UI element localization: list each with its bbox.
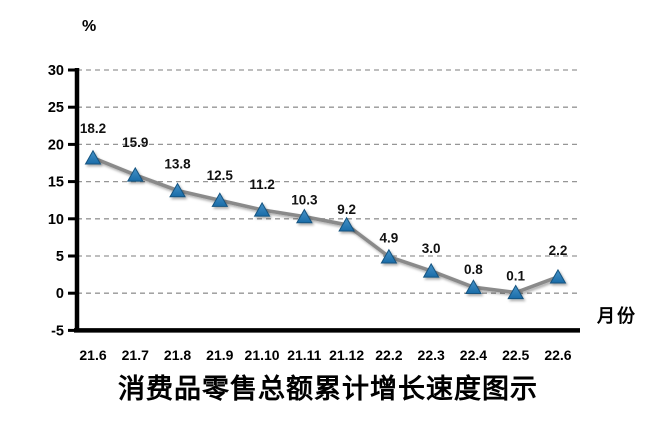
- y-tick-label: 15: [48, 175, 64, 191]
- x-tick-label: 21.6: [79, 347, 106, 363]
- x-tick-label: 21.10: [245, 347, 280, 363]
- data-point-marker: [465, 279, 482, 294]
- x-tick-label: 22.6: [544, 347, 571, 363]
- y-tick-label: 30: [48, 63, 64, 79]
- data-label: 4.9: [379, 231, 398, 246]
- x-tick-label: 22.3: [418, 347, 445, 363]
- x-tick-label: 22.4: [460, 347, 487, 363]
- data-label: 3.0: [422, 241, 441, 256]
- data-label: 13.8: [164, 157, 191, 172]
- data-point-marker: [422, 262, 440, 278]
- x-tick-label: 21.8: [164, 347, 191, 363]
- data-label: 11.2: [249, 177, 275, 192]
- x-tick-label: 21.12: [329, 347, 364, 363]
- y-tick-label: -5: [51, 323, 64, 339]
- data-label: 10.3: [291, 193, 318, 208]
- data-label: 2.2: [549, 243, 568, 258]
- y-tick-label: 5: [56, 249, 64, 265]
- data-label: 0.8: [464, 262, 483, 277]
- data-point-marker: [295, 208, 313, 224]
- y-axis-unit-label: %: [82, 18, 97, 35]
- x-tick-label: 21.7: [122, 347, 149, 363]
- data-label: 12.5: [207, 168, 234, 183]
- x-tick-label: 21.11: [287, 347, 321, 363]
- data-line: [91, 156, 560, 295]
- x-tick-label: 22.2: [375, 347, 402, 363]
- x-tick-label: 21.9: [206, 347, 233, 363]
- data-label: 9.2: [337, 202, 356, 217]
- data-point-marker: [338, 216, 355, 232]
- y-tick-label: 25: [48, 100, 64, 116]
- data-label: 18.2: [80, 121, 106, 136]
- data-point-marker: [84, 149, 102, 165]
- data-point-marker: [253, 201, 271, 217]
- y-tick-label: 10: [48, 212, 64, 228]
- x-axis-unit-label: 月份: [597, 306, 637, 326]
- chart-title: 消费品零售总额累计增长速度图示: [118, 374, 538, 404]
- y-tick-label: 20: [48, 137, 64, 153]
- data-label: 15.9: [122, 135, 148, 150]
- data-label: 0.1: [506, 268, 525, 283]
- data-point-marker: [507, 284, 525, 300]
- x-tick-label: 22.5: [502, 347, 529, 363]
- data-point-marker: [211, 192, 229, 207]
- data-point-marker: [169, 182, 186, 198]
- data-point-marker: [380, 248, 398, 264]
- data-point-marker: [126, 166, 144, 182]
- data-point-marker: [549, 268, 567, 284]
- y-tick-label: 0: [56, 286, 64, 302]
